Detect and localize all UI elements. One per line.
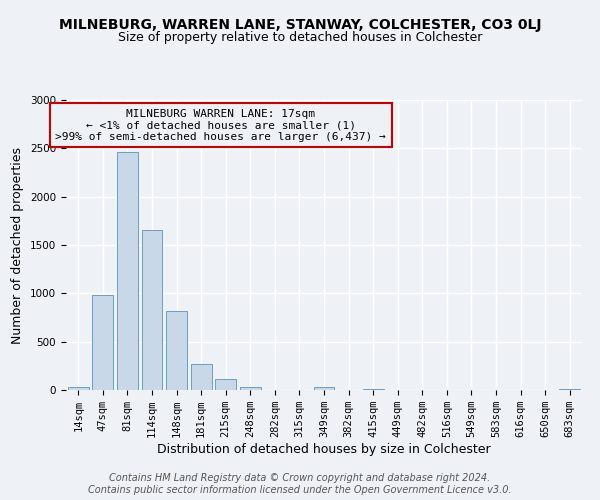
Bar [142,230,163,390]
Bar [362,388,383,390]
Bar [314,387,334,390]
Bar [92,296,113,390]
Bar [191,364,212,390]
Text: MILNEBURG, WARREN LANE, STANWAY, COLCHESTER, CO3 0LJ: MILNEBURG, WARREN LANE, STANWAY, COLCHES… [59,18,541,32]
Bar [166,310,187,390]
X-axis label: Distribution of detached houses by size in Colchester: Distribution of detached houses by size … [157,443,491,456]
Text: MILNEBURG WARREN LANE: 17sqm
← <1% of detached houses are smaller (1)
>99% of se: MILNEBURG WARREN LANE: 17sqm ← <1% of de… [55,108,386,142]
Bar [68,387,89,390]
Bar [240,386,261,390]
Text: Size of property relative to detached houses in Colchester: Size of property relative to detached ho… [118,31,482,44]
Bar [559,388,580,390]
Bar [117,152,138,390]
Text: Contains HM Land Registry data © Crown copyright and database right 2024.
Contai: Contains HM Land Registry data © Crown c… [88,474,512,495]
Bar [215,379,236,390]
Y-axis label: Number of detached properties: Number of detached properties [11,146,25,344]
